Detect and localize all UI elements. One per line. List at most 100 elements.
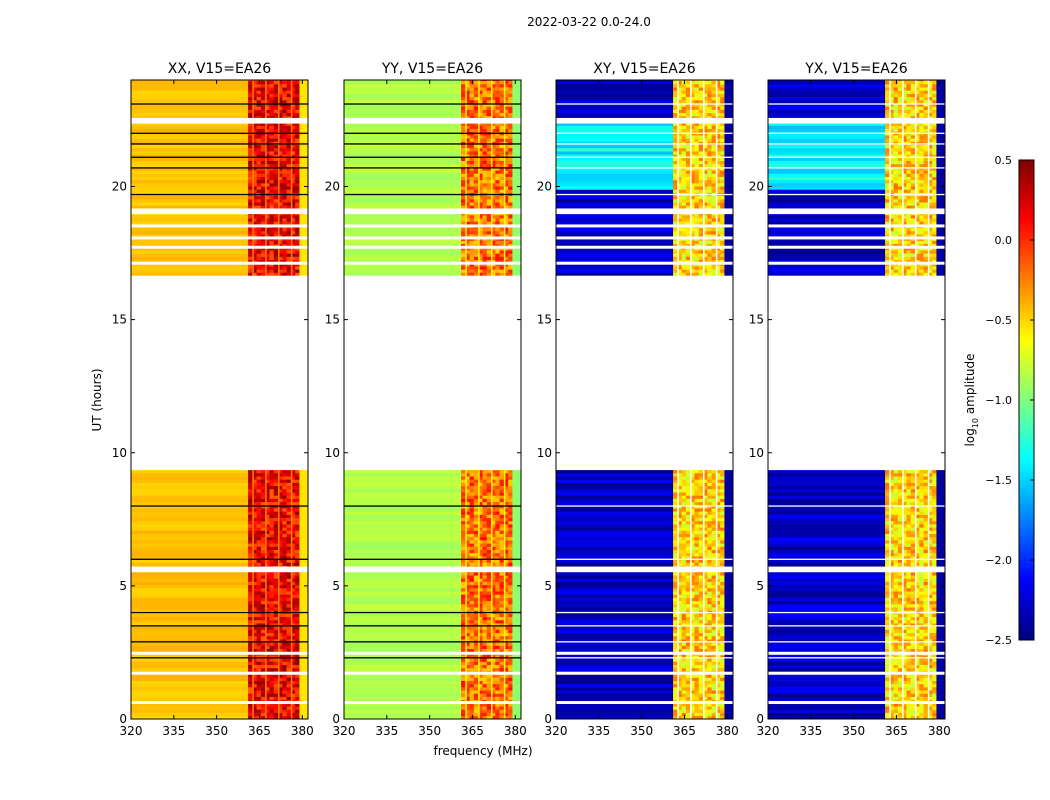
heatmap-cell [720, 629, 725, 634]
heatmap-cell [299, 600, 308, 605]
heatmap-cell [461, 693, 466, 697]
heatmap-cell [715, 623, 721, 627]
heatmap-cell [512, 632, 521, 637]
heatmap-cell [273, 138, 279, 142]
heatmap-cell [473, 144, 479, 149]
heatmap-cell [469, 552, 475, 557]
heatmap-cell [491, 167, 496, 171]
heatmap-cell [473, 648, 479, 653]
heatmap-cell [499, 230, 505, 235]
heatmap-cell [499, 619, 505, 624]
heatmap-cell [344, 635, 462, 640]
heatmap-cell [286, 138, 292, 142]
heatmap-cell [286, 83, 292, 88]
heatmap-cell [469, 584, 475, 589]
heatmap-cell [461, 154, 466, 158]
heatmap-cell [286, 173, 292, 177]
heatmap-cell [252, 495, 257, 499]
heatmap-cell [707, 508, 712, 512]
heatmap-cell [131, 195, 249, 200]
heatmap-cell [508, 498, 513, 503]
heatmap-cell [685, 517, 691, 522]
heatmap-cell [344, 623, 462, 627]
heatmap-cell [286, 199, 292, 203]
heatmap-cell [260, 167, 266, 171]
heatmap-cell [269, 234, 275, 238]
heatmap-cell [344, 661, 462, 665]
heatmap-cell [256, 93, 262, 98]
heatmap-cell [278, 613, 283, 618]
heatmap-cell [508, 151, 513, 155]
heatmap-cell [482, 645, 488, 650]
heatmap-cell [131, 501, 249, 506]
heatmap-cell [265, 96, 270, 101]
heatmap-cell [677, 524, 682, 528]
heatmap-cell [673, 588, 678, 592]
flagged-row [131, 208, 308, 212]
heatmap-cell [252, 677, 257, 681]
heatmap-cell [478, 501, 483, 506]
heatmap-cell [344, 154, 462, 158]
heatmap-cell [508, 597, 513, 602]
heatmap-cell [295, 138, 300, 142]
heatmap-cell [469, 109, 475, 114]
heatmap-cell [295, 533, 300, 538]
heatmap-cell [512, 543, 521, 547]
heatmap-cell [499, 202, 505, 206]
heatmap-cell [252, 556, 257, 560]
heatmap-cell [473, 575, 479, 579]
heatmap-cell [707, 607, 712, 611]
heatmap-cell [282, 167, 287, 171]
heatmap-cell [473, 639, 479, 643]
heatmap-cell [295, 635, 300, 640]
heatmap-cell [290, 591, 296, 595]
heatmap-cell [681, 667, 687, 672]
heatmap-cell [282, 674, 287, 678]
heatmap-cell [265, 607, 270, 611]
heatmap-cell [707, 578, 712, 582]
heatmap-cell [278, 112, 283, 117]
heatmap-cell [278, 540, 283, 544]
heatmap-cell [465, 240, 470, 245]
heatmap-cell [290, 680, 296, 685]
heatmap-cell [290, 157, 296, 161]
heatmap-cell [478, 128, 483, 133]
heatmap-cell [499, 266, 505, 270]
heatmap-cell [473, 259, 479, 264]
heatmap-cell [486, 655, 492, 659]
heatmap-cell [503, 533, 509, 538]
flagged-line [131, 641, 308, 643]
heatmap-cell [265, 259, 270, 264]
heatmap-cell [478, 578, 483, 582]
heatmap-cell [461, 221, 466, 225]
heatmap-cell [469, 648, 475, 653]
heatmap-cell [278, 594, 283, 598]
heatmap-cell [260, 584, 266, 589]
heatmap-cell [248, 511, 253, 515]
heatmap-cell [278, 680, 283, 685]
heatmap-cell [465, 488, 470, 493]
heatmap-cell [495, 536, 500, 541]
heatmap-cell [465, 230, 470, 235]
heatmap-cell [720, 575, 725, 579]
heatmap-cell [508, 199, 513, 203]
heatmap-cell [512, 154, 521, 158]
heatmap-cell [248, 214, 253, 219]
heatmap-cell [260, 575, 266, 579]
heatmap-cell [703, 527, 708, 531]
heatmap-cell [486, 648, 492, 653]
heatmap-cell [512, 581, 521, 586]
heatmap-cell [482, 221, 488, 225]
heatmap-cell [503, 584, 509, 589]
heatmap-cell [556, 543, 674, 547]
heatmap-cell [677, 581, 682, 586]
heatmap-cell [256, 488, 262, 493]
heatmap-cell [482, 115, 488, 120]
heatmap-cell [724, 520, 733, 525]
heatmap-cell [286, 115, 292, 120]
flagged-row [131, 236, 308, 240]
heatmap-cell [499, 703, 505, 707]
heatmap-cell [486, 227, 492, 232]
heatmap-cell [131, 488, 249, 493]
heatmap-cell [491, 205, 496, 209]
